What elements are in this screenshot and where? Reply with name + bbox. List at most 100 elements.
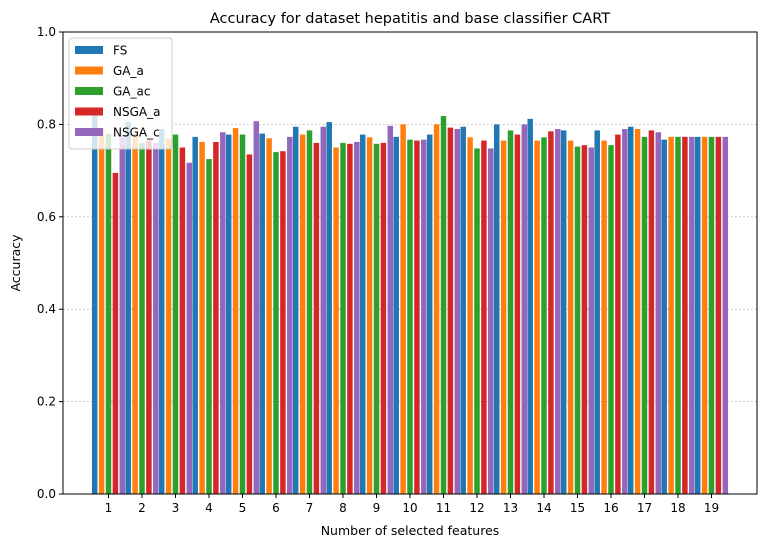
legend-swatch (75, 46, 103, 54)
bar-nsga-a (481, 140, 487, 494)
legend-label: NSGA_a (113, 105, 160, 119)
bar-fs (694, 136, 701, 494)
x-axis-ticks: 1 2 3 4 5 6 7 8 9 10 11 12 13 14 15 16 17 18 19 (105, 494, 719, 515)
bar-fs (326, 122, 332, 494)
bar-nsga-a (313, 142, 320, 494)
bar-ga-a (366, 137, 373, 494)
bar-ga-ac (139, 142, 145, 494)
bar-fs (292, 126, 299, 495)
bar-nsga-a (112, 172, 119, 494)
x-tick-label: 3 (172, 501, 180, 515)
bar-ga-ac (474, 148, 480, 495)
y-axis-ticks: 0.0 0.2 0.4 0.6 0.8 1.0 (37, 25, 63, 501)
bar-nsga-a (146, 140, 152, 494)
bar-nsga-c (387, 125, 394, 494)
bar-nsga-c (220, 132, 226, 494)
bar-nsga-a (715, 136, 722, 494)
bar-nsga-c (488, 148, 494, 495)
bar-nsga-a (414, 140, 420, 494)
x-tick-label: 17 (637, 501, 652, 515)
bar-ga-ac (608, 145, 614, 494)
bar-fs (125, 122, 131, 494)
bar-fs (158, 129, 165, 494)
bar-fs (527, 118, 533, 495)
bar-ga-ac (105, 133, 112, 494)
bar-ga-a (199, 141, 205, 494)
bar-fs (661, 139, 667, 494)
bar-nsga-a (380, 142, 387, 494)
bar-fs (225, 134, 232, 494)
bar-nsga-c (186, 162, 193, 494)
bar-ga-a (467, 137, 473, 494)
bar-ga-a (98, 129, 105, 494)
bar-ga-a (634, 129, 641, 494)
bar-ga-a (400, 124, 406, 495)
bar-nsga-a (213, 141, 219, 494)
bar-nsga-c (320, 126, 327, 495)
bar-ga-ac (675, 136, 681, 494)
legend-swatch (75, 87, 103, 95)
bar-nsga-c (722, 136, 729, 494)
y-tick-label: 0.0 (37, 487, 56, 501)
bar-nsga-c (588, 147, 595, 494)
y-tick-label: 0.4 (37, 302, 56, 316)
bar-nsga-c (421, 139, 427, 494)
bar-fs (192, 136, 198, 494)
x-tick-label: 7 (306, 501, 314, 515)
bar-nsga-a (581, 145, 588, 494)
x-tick-label: 8 (339, 501, 347, 515)
bar-ga-a (232, 128, 239, 494)
y-tick-label: 0.2 (37, 395, 56, 409)
y-tick-label: 0.8 (37, 117, 56, 131)
bar-nsga-c (555, 129, 561, 494)
bar-ga-a (165, 138, 172, 494)
x-tick-label: 18 (670, 501, 685, 515)
bar-ga-ac (172, 134, 179, 494)
legend-swatch (75, 107, 103, 116)
bar-fs (91, 112, 98, 494)
x-tick-label: 5 (239, 501, 247, 515)
x-tick-label: 2 (138, 501, 146, 515)
bar-nsga-a (514, 134, 521, 494)
legend-swatch (75, 128, 103, 136)
bar-nsga-a (179, 147, 186, 494)
bar-nsga-a (447, 127, 454, 494)
legend-label: GA_ac (113, 85, 150, 99)
bar-ga-a (266, 138, 272, 494)
bar-nsga-c (253, 121, 260, 495)
bar-nsga-c (622, 129, 628, 494)
bar-ga-a (701, 136, 708, 494)
legend-label: FS (113, 44, 127, 58)
bar-nsga-a (347, 143, 353, 495)
bar-ga-a (333, 147, 339, 494)
bar-fs (359, 134, 366, 494)
y-tick-label: 1.0 (37, 25, 56, 39)
x-axis-title: Number of selected features (321, 523, 500, 538)
bar-ga-a (601, 140, 607, 494)
x-tick-label: 19 (704, 501, 719, 515)
bar-nsga-a (548, 131, 554, 494)
bar-fs (393, 136, 399, 494)
bar-nsga-c (689, 136, 695, 494)
bar-ga-ac (239, 134, 246, 494)
bar-nsga-a (648, 130, 655, 494)
legend: FS GA_a GA_ac NSGA_a NSGA_c (68, 37, 173, 150)
bar-fs (627, 126, 634, 495)
bar-ga-ac (541, 137, 547, 494)
bar-nsga-c (655, 132, 662, 494)
bar-ga-ac (574, 146, 581, 494)
chart-title: Accuracy for dataset hepatitis and base … (210, 11, 610, 27)
bar-ga-a (500, 140, 507, 494)
bar-nsga-a (246, 154, 253, 494)
bar-ga-ac (440, 116, 447, 494)
bar-ga-a (668, 136, 674, 494)
bars (91, 112, 729, 495)
bar-ga-ac (206, 159, 212, 495)
legend-box (68, 37, 173, 150)
x-tick-label: 16 (603, 501, 618, 515)
legend-label: GA_a (113, 64, 144, 78)
bar-ga-ac (273, 152, 279, 494)
bar-ga-ac (407, 139, 413, 494)
bar-fs (426, 134, 433, 494)
y-tick-label: 0.6 (37, 210, 56, 224)
